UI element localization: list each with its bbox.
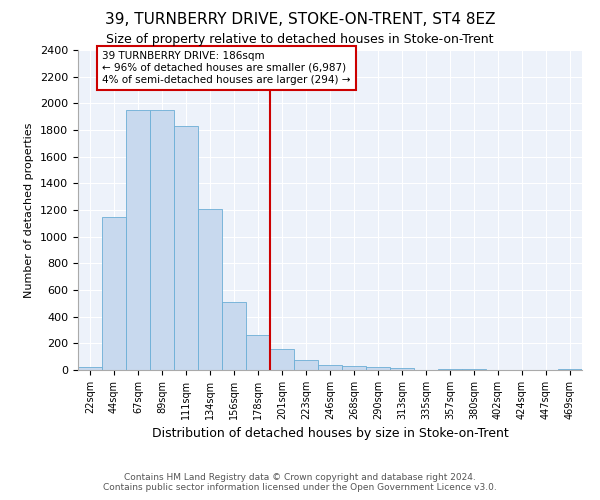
Bar — [390, 368, 414, 370]
Bar — [126, 110, 150, 370]
Bar — [174, 126, 198, 370]
Bar — [78, 367, 102, 370]
Text: 39, TURNBERRY DRIVE, STOKE-ON-TRENT, ST4 8EZ: 39, TURNBERRY DRIVE, STOKE-ON-TRENT, ST4… — [105, 12, 495, 28]
Text: Size of property relative to detached houses in Stoke-on-Trent: Size of property relative to detached ho… — [106, 32, 494, 46]
Text: 39 TURNBERRY DRIVE: 186sqm
← 96% of detached houses are smaller (6,987)
4% of se: 39 TURNBERRY DRIVE: 186sqm ← 96% of deta… — [102, 52, 350, 84]
Bar — [318, 364, 342, 370]
Y-axis label: Number of detached properties: Number of detached properties — [25, 122, 34, 298]
X-axis label: Distribution of detached houses by size in Stoke-on-Trent: Distribution of detached houses by size … — [152, 428, 508, 440]
Text: Contains HM Land Registry data © Crown copyright and database right 2024.
Contai: Contains HM Land Registry data © Crown c… — [103, 473, 497, 492]
Bar — [150, 110, 174, 370]
Bar — [246, 336, 270, 370]
Bar — [366, 366, 390, 370]
Bar — [198, 208, 222, 370]
Bar — [270, 350, 294, 370]
Bar — [342, 366, 366, 370]
Bar — [294, 360, 318, 370]
Bar — [102, 216, 126, 370]
Bar — [222, 302, 246, 370]
